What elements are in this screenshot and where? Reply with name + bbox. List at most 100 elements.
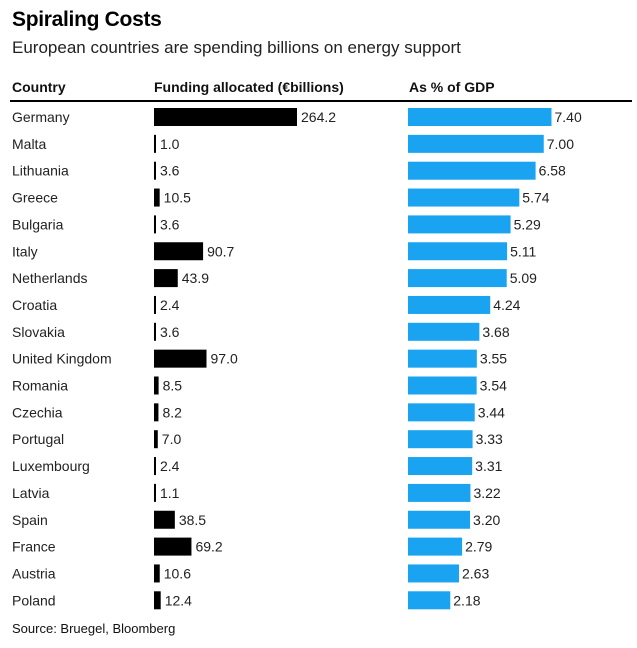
gdp-bar	[408, 564, 459, 583]
funding-value-label: 3.6	[160, 163, 180, 179]
funding-bar	[154, 376, 159, 395]
funding-bar	[154, 161, 156, 180]
country-label: Portugal	[12, 431, 64, 447]
funding-value-label: 38.5	[179, 512, 206, 528]
gdp-bar	[408, 403, 475, 422]
country-label: Luxembourg	[12, 458, 90, 474]
gdp-bar	[408, 537, 463, 556]
country-label: United Kingdom	[12, 351, 112, 367]
gdp-bar	[408, 349, 477, 368]
country-label: Netherlands	[12, 270, 88, 286]
gdp-bar	[408, 591, 451, 610]
country-label: Bulgaria	[12, 216, 64, 232]
country-label: Poland	[12, 592, 56, 608]
funding-bar	[154, 457, 156, 476]
gdp-bar	[408, 510, 471, 529]
funding-value-label: 264.2	[301, 109, 336, 125]
gdp-bar	[408, 457, 473, 476]
gdp-bar	[408, 295, 491, 314]
funding-value-label: 10.6	[164, 565, 191, 581]
gdp-bar	[408, 134, 544, 153]
gdp-value-label: 2.18	[453, 592, 480, 608]
country-label: Croatia	[12, 297, 57, 313]
country-label: Austria	[12, 565, 56, 581]
country-label: Czechia	[12, 404, 63, 420]
funding-bar	[154, 591, 161, 610]
country-label: Spain	[12, 512, 48, 528]
funding-value-label: 1.1	[160, 485, 180, 501]
gdp-bar	[408, 376, 477, 395]
header-divider	[10, 100, 632, 102]
funding-bar	[154, 483, 156, 502]
funding-bar	[154, 134, 156, 153]
gdp-value-label: 7.40	[555, 109, 582, 125]
funding-value-label: 1.0	[160, 136, 180, 152]
funding-bar	[154, 430, 158, 449]
country-label: Malta	[12, 136, 46, 152]
funding-value-label: 97.0	[211, 351, 238, 367]
funding-bar	[154, 403, 159, 422]
gdp-bar	[408, 108, 552, 126]
funding-value-label: 8.5	[163, 378, 183, 394]
gdp-value-label: 7.00	[547, 136, 574, 152]
gdp-bar	[408, 215, 511, 234]
gdp-bar	[408, 161, 536, 180]
funding-value-label: 2.4	[160, 458, 180, 474]
column-header-gdp: As % of GDP	[409, 79, 495, 95]
gdp-value-label: 3.33	[476, 431, 503, 447]
funding-bar	[154, 215, 156, 234]
funding-bar	[154, 349, 207, 368]
country-label: Italy	[12, 243, 38, 259]
chart-subtitle: European countries are spending billions…	[12, 38, 461, 57]
funding-bar	[154, 510, 175, 529]
gdp-value-label: 3.31	[475, 458, 502, 474]
country-label: Germany	[12, 109, 70, 125]
funding-value-label: 8.2	[162, 404, 182, 420]
funding-value-label: 43.9	[182, 270, 209, 286]
gdp-value-label: 2.79	[465, 539, 492, 555]
country-label: Lithuania	[12, 163, 69, 179]
funding-bar	[154, 322, 156, 341]
gdp-bar	[408, 483, 471, 502]
gdp-bar	[408, 430, 473, 449]
country-label: Slovakia	[12, 324, 65, 340]
funding-value-label: 3.6	[160, 324, 180, 340]
funding-bar	[154, 242, 204, 261]
country-label: France	[12, 539, 56, 555]
gdp-bar	[408, 322, 480, 341]
funding-value-label: 2.4	[160, 297, 180, 313]
funding-bar	[154, 537, 192, 556]
gdp-value-label: 4.24	[493, 297, 520, 313]
country-label: Romania	[12, 378, 68, 394]
gdp-bar	[408, 188, 520, 207]
funding-value-label: 3.6	[160, 216, 180, 232]
funding-bar	[154, 188, 160, 207]
funding-bar	[154, 295, 156, 314]
gdp-bar	[408, 242, 508, 261]
gdp-value-label: 3.20	[473, 512, 500, 528]
funding-value-label: 12.4	[165, 592, 192, 608]
source-note: Source: Bruegel, Bloomberg	[12, 621, 176, 636]
gdp-value-label: 5.09	[510, 270, 537, 286]
gdp-value-label: 5.11	[510, 243, 536, 259]
funding-bar	[154, 269, 178, 288]
country-label: Greece	[12, 190, 58, 206]
gdp-value-label: 5.74	[522, 190, 549, 206]
gdp-value-label: 2.63	[462, 565, 489, 581]
funding-value-label: 10.5	[164, 190, 191, 206]
funding-value-label: 69.2	[195, 539, 222, 555]
funding-bar	[154, 564, 160, 583]
gdp-value-label: 5.29	[514, 216, 541, 232]
gdp-value-label: 3.22	[473, 485, 500, 501]
gdp-value-label: 3.54	[480, 378, 507, 394]
column-header-funding: Funding allocated (€billions)	[154, 79, 344, 95]
country-label: Latvia	[12, 485, 50, 501]
column-header-country: Country	[12, 79, 66, 95]
gdp-value-label: 3.44	[478, 404, 505, 420]
gdp-value-label: 3.68	[482, 324, 509, 340]
chart-title: Spiraling Costs	[12, 8, 162, 31]
gdp-bar	[408, 269, 507, 288]
funding-value-label: 90.7	[207, 243, 234, 259]
funding-value-label: 7.0	[162, 431, 182, 447]
